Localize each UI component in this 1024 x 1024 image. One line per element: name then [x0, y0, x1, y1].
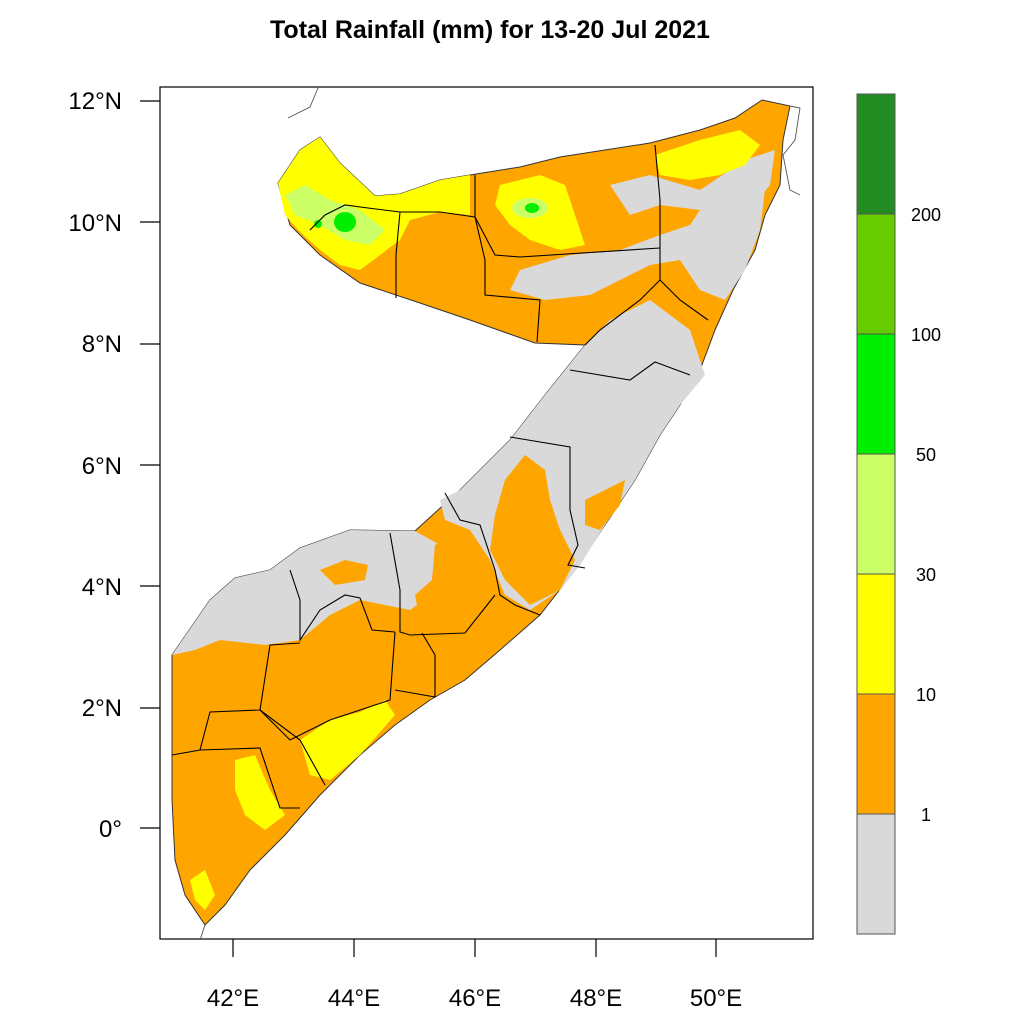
dry-area-northeast — [510, 175, 765, 300]
lon-label-44e: 44°E — [328, 985, 380, 1012]
rain-10-30-coast-south — [300, 700, 395, 780]
legend-level-1: 1 — [921, 805, 931, 825]
rain-50-100-borama — [314, 220, 322, 228]
lat-ticks — [140, 100, 160, 829]
legend-level-30: 30 — [916, 565, 936, 585]
legend-level-100: 100 — [911, 325, 941, 345]
lon-label-48e: 48°E — [570, 985, 622, 1012]
lat-label-8n: 8°N — [82, 331, 122, 358]
lat-label-10n: 10°N — [68, 210, 122, 237]
rain-10-30-south — [235, 755, 285, 830]
color-bar-bin — [856, 573, 896, 695]
color-bar-bin — [856, 213, 896, 335]
country-outline — [199, 87, 801, 941]
rain-50-100-hargeisa — [334, 212, 356, 232]
lat-label-6n: 6°N — [82, 453, 122, 480]
rain-30-50-northwest — [285, 185, 385, 245]
color-bar-bin — [856, 93, 896, 215]
rain-10-30-northeast — [655, 130, 760, 180]
legend-level-50: 50 — [916, 445, 936, 465]
legend-level-200: 200 — [911, 205, 941, 225]
color-bar-bin — [856, 693, 896, 815]
wet-patch-east — [585, 480, 625, 530]
lon-label-50e: 50°E — [690, 985, 742, 1012]
color-bar-bin — [856, 813, 896, 935]
lon-tick-labels: 42°E 44°E 46°E 48°E 50°E — [207, 985, 742, 1012]
legend-level-10: 10 — [916, 685, 936, 705]
lat-label-0: 0° — [99, 816, 122, 843]
rain-10-30-jubba — [190, 870, 215, 910]
lat-label-4n: 4°N — [82, 574, 122, 601]
wet-patch-4n — [320, 560, 368, 585]
wet-patch-hiiraan — [415, 535, 475, 620]
lon-label-42e: 42°E — [207, 985, 259, 1012]
color-bar-bin — [856, 333, 896, 455]
rain-10-30-northwest — [278, 137, 470, 270]
map-title: Total Rainfall (mm) for 13-20 Jul 2021 — [270, 16, 710, 44]
lat-label-12n: 12°N — [68, 88, 122, 115]
lat-tick-labels: 12°N 10°N 8°N 6°N 4°N 2°N 0° — [68, 88, 122, 843]
color-bar — [856, 93, 896, 935]
wet-patch-central — [490, 455, 575, 605]
lon-label-46e: 46°E — [449, 985, 501, 1012]
color-bar-labels: 1 10 30 50 100 200 — [911, 205, 941, 825]
dry-area-east-coast — [700, 150, 775, 210]
admin-boundaries — [171, 144, 709, 809]
rainfall-field — [171, 99, 791, 926]
color-bar-bin — [856, 453, 896, 575]
dry-area-west — [172, 530, 445, 655]
rain-50-100-north — [525, 203, 539, 213]
lon-ticks — [232, 939, 717, 957]
lat-label-2n: 2°N — [82, 695, 122, 722]
